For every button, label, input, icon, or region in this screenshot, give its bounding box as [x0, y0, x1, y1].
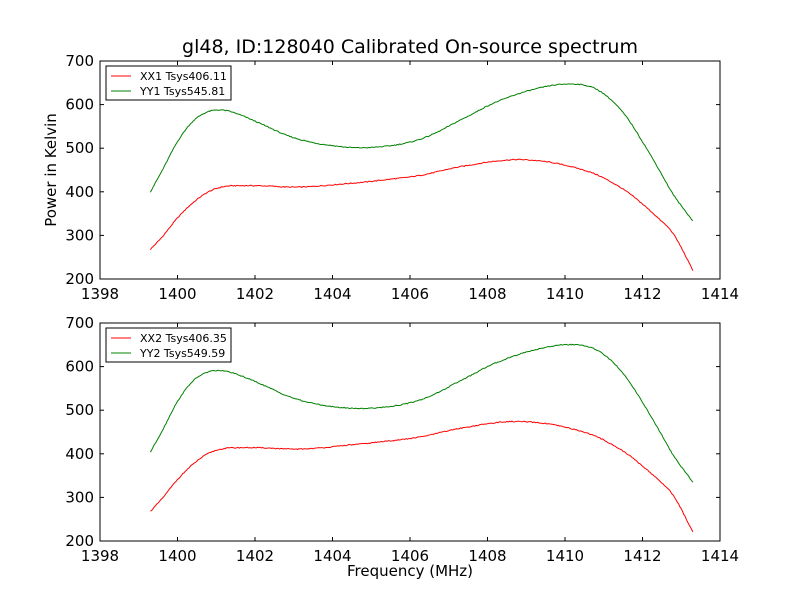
series-line-xx1	[149, 158, 694, 271]
chart-title: gl48, ID:128040 Calibrated On-source spe…	[182, 36, 638, 58]
legend-entry: YY1 Tsys545.81	[139, 85, 225, 98]
y-tick-label: 700	[65, 52, 94, 70]
x-tick-label: 1398	[81, 547, 119, 565]
x-tick-label: 1410	[546, 285, 584, 303]
x-tick-label: 1414	[701, 547, 739, 565]
series-line-yy2	[149, 343, 694, 483]
y-axis-label: Power in Kelvin	[42, 113, 60, 227]
series-line-xx2	[150, 420, 694, 533]
legend-entry: XX1 Tsys406.11	[140, 70, 227, 83]
x-tick-label: 1412	[623, 285, 661, 303]
y-tick-label: 600	[65, 96, 94, 114]
y-tick-label: 300	[65, 226, 94, 244]
series-line-yy1	[149, 83, 694, 222]
x-tick-label: 1404	[313, 547, 351, 565]
legend-entry: YY2 Tsys549.59	[139, 347, 225, 360]
x-tick-label: 1414	[701, 285, 739, 303]
x-tick-label: 1412	[623, 547, 661, 565]
legend-box	[105, 327, 232, 363]
y-tick-label: 300	[65, 488, 94, 506]
legend: XX1 Tsys406.11 YY1 Tsys545.81	[105, 65, 232, 101]
y-tick-label: 200	[65, 270, 94, 288]
x-tick-label: 1398	[81, 285, 119, 303]
x-tick-label: 1408	[468, 285, 506, 303]
panels: 1398 1400 1402 1404 1406 1408 1410 1412 1414 200 3…	[65, 52, 739, 565]
y-tick-label: 600	[65, 358, 94, 376]
x-tick-label: 1400	[158, 547, 196, 565]
y-tick-label: 400	[65, 445, 94, 463]
chart-panel-2: 1398 1400 1402 1404 1406 1408 1410 1412 1414 200 3…	[65, 314, 739, 565]
x-tick-label: 1400	[158, 285, 196, 303]
y-tick-label: 200	[65, 532, 94, 550]
y-tick-label: 500	[65, 401, 94, 419]
legend: XX2 Tsys406.35 YY2 Tsys549.59	[105, 327, 232, 363]
x-tick-label: 1408	[468, 547, 506, 565]
x-tick-label: 1402	[236, 285, 274, 303]
x-axis-label: Frequency (MHz)	[347, 562, 473, 580]
x-tick-label: 1402	[236, 547, 274, 565]
x-tick-label: 1406	[391, 547, 429, 565]
y-tick-label: 700	[65, 314, 94, 332]
y-tick-label: 500	[65, 139, 94, 157]
chart-panel-1: 1398 1400 1402 1404 1406 1408 1410 1412 1414 200 3…	[65, 52, 739, 303]
legend-entry: XX2 Tsys406.35	[140, 332, 227, 345]
x-tick-label: 1404	[313, 285, 351, 303]
legend-box	[105, 65, 232, 101]
x-tick-label: 1406	[391, 285, 429, 303]
x-tick-label: 1410	[546, 547, 584, 565]
y-tick-label: 400	[65, 183, 94, 201]
